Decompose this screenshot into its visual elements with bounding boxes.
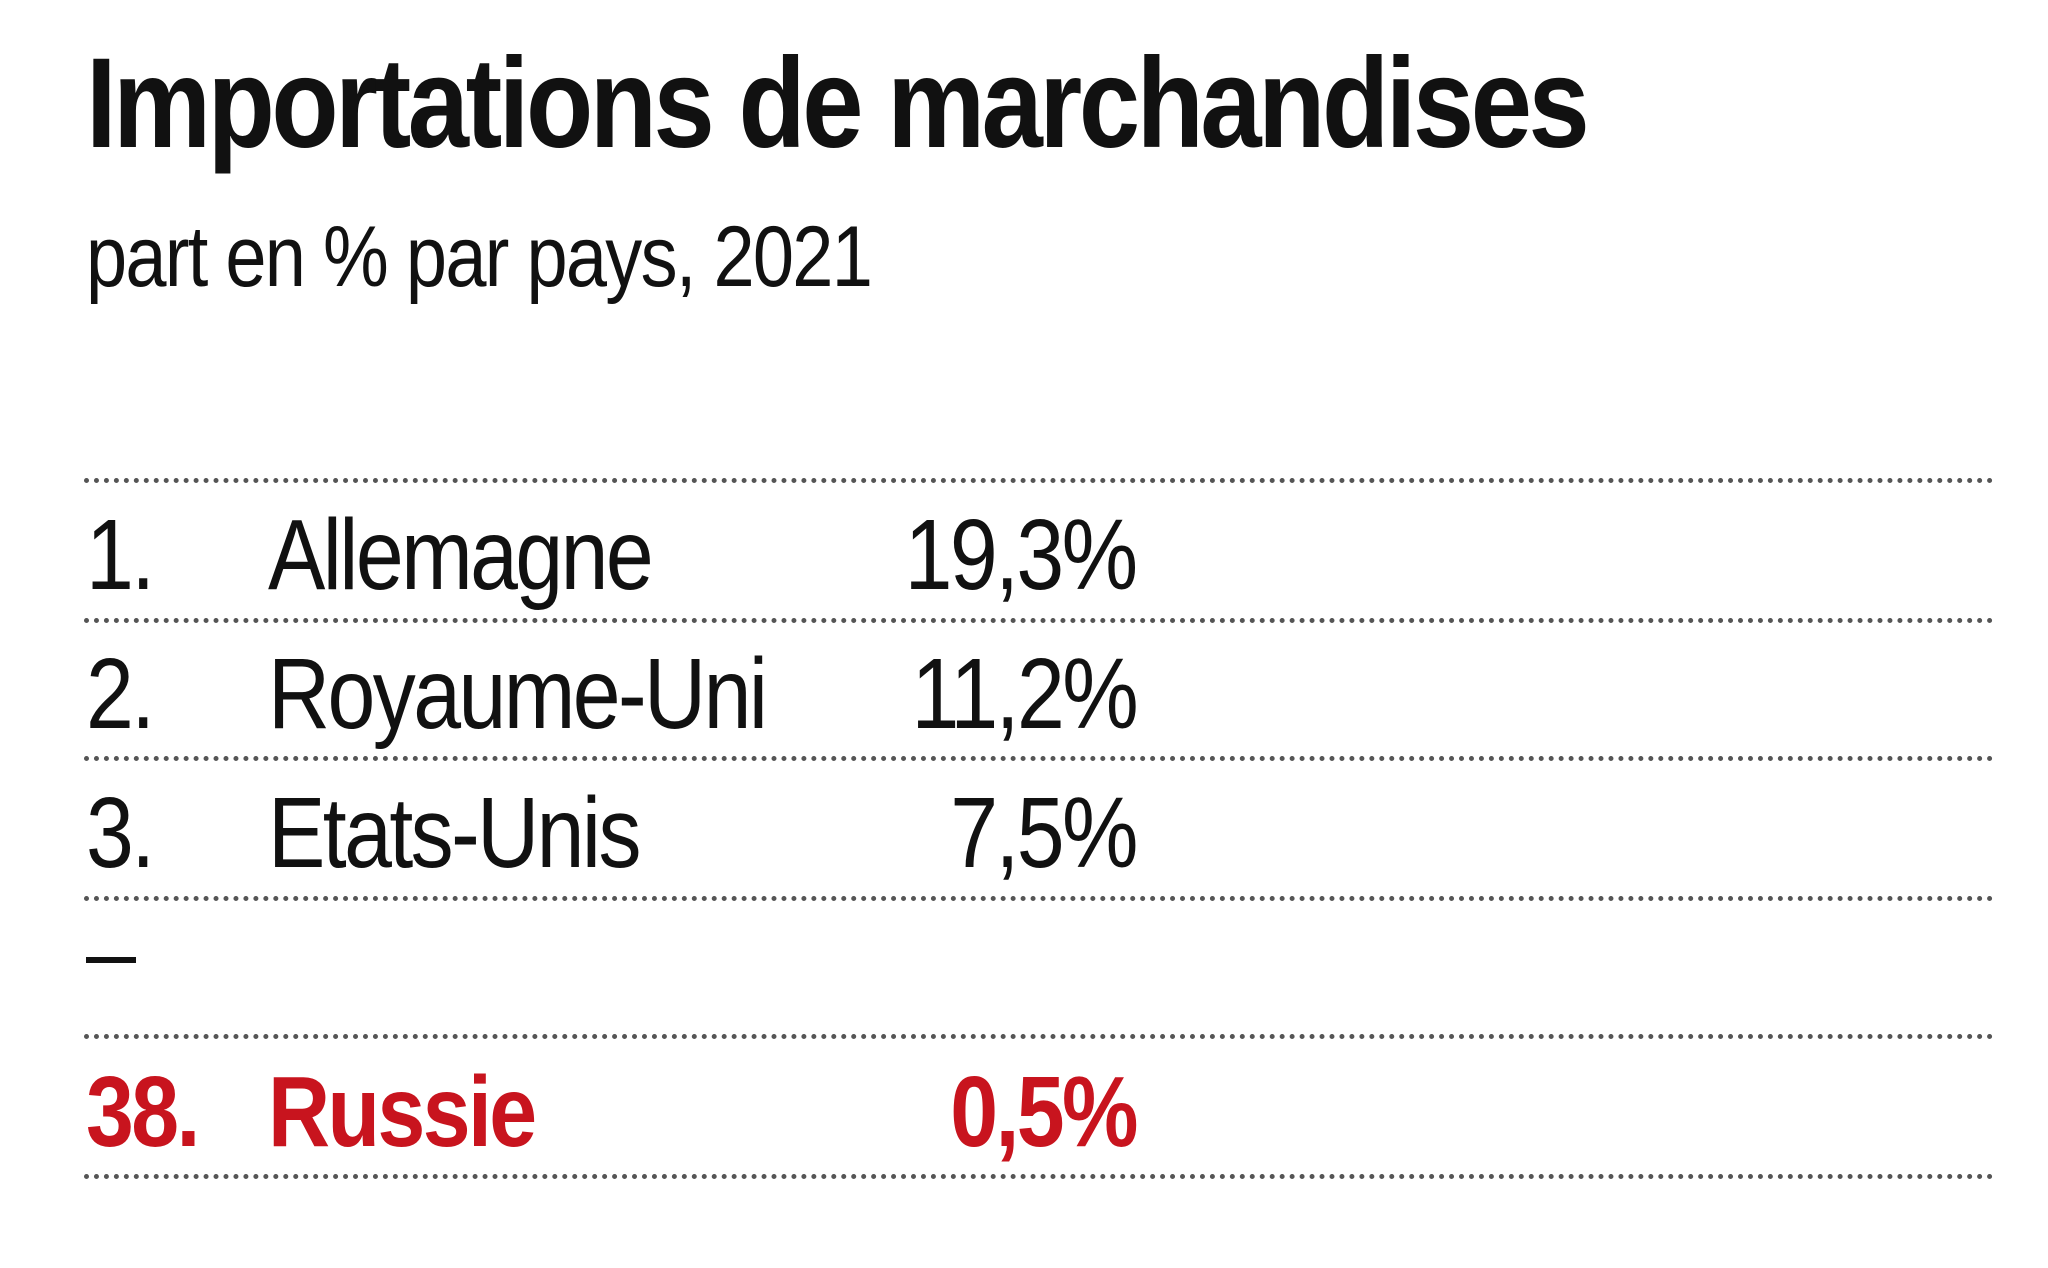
table-row: 2. Royaume-Uni 11,2%: [0, 644, 2048, 774]
rank-cell: 38.: [86, 1056, 200, 1168]
row-divider: [84, 756, 1994, 761]
table-row: 3. Etats-Unis 7,5%: [0, 783, 2048, 913]
country-cell: Russie: [268, 1056, 537, 1168]
row-divider: [84, 478, 1994, 483]
row-divider: [84, 896, 1994, 901]
chart-title: Importations de marchandises: [86, 32, 1590, 175]
rank-cell: 3.: [86, 777, 155, 889]
value-cell: 7,5%: [950, 777, 1138, 889]
value-cell: 11,2%: [911, 638, 1138, 750]
row-divider: [84, 1174, 1994, 1179]
chart-subtitle: part en % par pays, 2021: [86, 209, 873, 305]
row-divider: [84, 1034, 1994, 1039]
value-cell: 0,5%: [950, 1056, 1138, 1168]
rank-cell: 1.: [86, 499, 155, 611]
value-cell: 19,3%: [905, 499, 1139, 611]
highlight-row: 38. Russie 0,5%: [0, 1062, 2048, 1192]
rank-cell: 2.: [86, 638, 155, 750]
country-cell: Royaume-Uni: [268, 638, 768, 750]
row-divider: [84, 618, 1994, 623]
separator-dash: –: [86, 903, 137, 1003]
table-row: 1. Allemagne 19,3%: [0, 505, 2048, 635]
country-cell: Etats-Unis: [268, 777, 641, 889]
country-cell: Allemagne: [268, 499, 654, 611]
